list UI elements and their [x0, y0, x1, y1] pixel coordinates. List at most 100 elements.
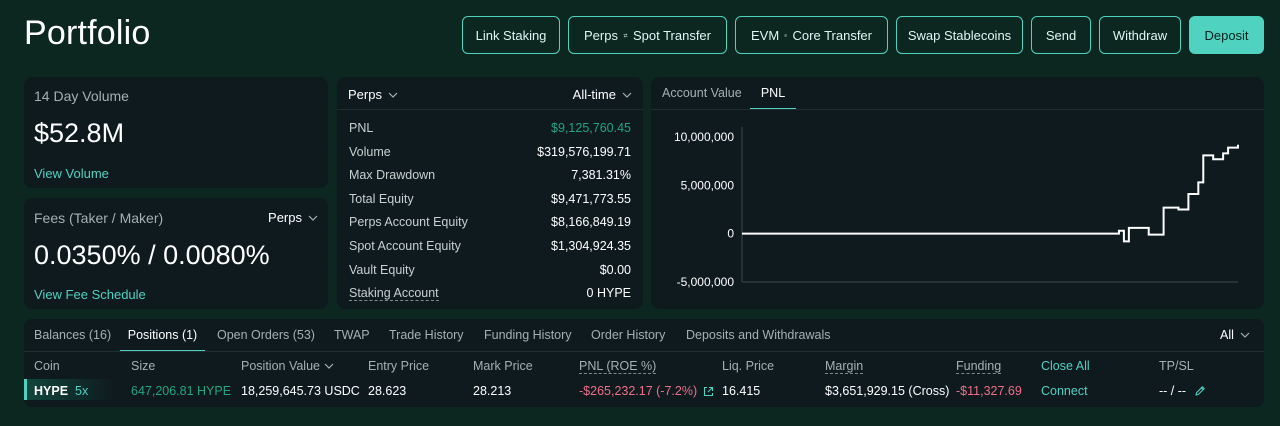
stat-row-vault-equity: Vault Equity $0.00	[349, 260, 631, 280]
stat-value: $8,166,849.19	[551, 215, 631, 229]
col-position-value[interactable]: Position Value	[241, 359, 334, 373]
stats-market-value: Perps	[348, 87, 382, 102]
stat-row-perps-equity: Perps Account Equity $8,166,849.19	[349, 212, 631, 232]
spot-transfer-label: Spot Transfer	[632, 27, 711, 43]
stat-label: Staking Account	[349, 285, 439, 301]
tab-pnl[interactable]: PNL	[750, 77, 796, 109]
col-margin: Margin	[825, 359, 864, 374]
chevron-down-icon	[388, 92, 398, 98]
col-size: Size	[131, 359, 156, 373]
stats-range-dropdown[interactable]: All-time	[573, 87, 632, 102]
evm-core-transfer-button[interactable]: EVM Core Transfer	[735, 16, 888, 54]
swap-stablecoins-button[interactable]: Swap Stablecoins	[896, 16, 1023, 54]
view-volume-link[interactable]: View Volume	[34, 166, 109, 181]
view-fee-schedule-link[interactable]: View Fee Schedule	[34, 287, 146, 302]
stat-row-spot-equity: Spot Account Equity $1,304,924.35	[349, 236, 631, 256]
chart-card: Account Value PNL 10,000,000 5,000,000 0 -5…	[651, 77, 1264, 309]
connect-button[interactable]: Connect	[1041, 384, 1088, 398]
col-liq-price: Liq. Price	[722, 359, 775, 373]
stat-label: Spot Account Equity	[349, 239, 461, 253]
col-tpsl: TP/SL	[1159, 359, 1194, 373]
stat-value: $9,471,773.55	[551, 192, 631, 206]
stat-value: $319,576,199.71	[537, 145, 631, 159]
pnl-chart: 10,000,000 5,000,000 0 -5,000,000	[674, 127, 1239, 289]
stat-value: $1,304,924.35	[551, 239, 631, 253]
tab-open-orders[interactable]: Open Orders (53)	[217, 328, 315, 342]
volume-label: 14 Day Volume	[34, 88, 129, 104]
fees-market-value: Perps	[268, 210, 302, 225]
volume-card: 14 Day Volume $52.8M View Volume	[24, 77, 328, 188]
entry-price-cell: 28.623	[368, 384, 407, 398]
tpsl-value: -- / --	[1159, 384, 1187, 398]
fees-card: Fees (Taker / Maker) Perps 0.0350% / 0.0…	[24, 198, 328, 309]
leverage-badge: 5x	[75, 384, 89, 398]
tab-account-value[interactable]: Account Value	[662, 86, 742, 100]
pnl-value: -$265,232.17 (-7.2%)	[579, 384, 698, 398]
y-tick-label: 5,000,000	[681, 178, 735, 192]
stats-divider	[337, 109, 643, 110]
stat-label: Total Equity	[349, 192, 414, 206]
coin-highlight	[24, 379, 114, 400]
volume-value: $52.8M	[34, 118, 125, 148]
action-bar: Link Staking Perps Spot Transfer EVM Cor…	[462, 16, 1264, 54]
page-title: Portfolio	[24, 14, 151, 52]
withdraw-button[interactable]: Withdraw	[1099, 16, 1181, 54]
chevron-down-icon	[622, 92, 632, 98]
stat-row-total-equity: Total Equity $9,471,773.55	[349, 189, 631, 209]
col-mark-price: Mark Price	[473, 359, 533, 373]
stat-row-staking-account: Staking Account 0 HYPE	[349, 283, 631, 303]
perps-label: Perps	[584, 27, 618, 43]
stat-value: $0.00	[599, 263, 631, 277]
tab-balances[interactable]: Balances (16)	[34, 328, 112, 342]
stat-value: 0 HYPE	[586, 286, 631, 300]
link-staking-button[interactable]: Link Staking	[462, 16, 560, 54]
perps-spot-transfer-button[interactable]: Perps Spot Transfer	[568, 16, 727, 54]
swap-stablecoins-label: Swap Stablecoins	[907, 27, 1012, 43]
coin-cell[interactable]: HYPE 5x	[34, 381, 88, 401]
y-tick-label: 0	[727, 227, 734, 241]
positions-filter-dropdown[interactable]: All	[1220, 319, 1250, 351]
size-cell: 647,206.81 HYPE	[131, 384, 232, 398]
mark-price-cell: 28.213	[473, 384, 512, 398]
pencil-icon[interactable]	[1194, 385, 1206, 397]
col-funding: Funding	[956, 359, 1002, 374]
pnl-cell: -$265,232.17 (-7.2%)	[579, 381, 714, 401]
tab-trade-history[interactable]: Trade History	[389, 328, 464, 342]
margin-cell: $3,651,929.15 (Cross)	[825, 384, 950, 398]
stat-row-volume: Volume $319,576,199.71	[349, 142, 631, 162]
stat-value: $9,125,760.45	[551, 121, 631, 135]
link-staking-label: Link Staking	[475, 27, 547, 43]
deposit-label: Deposit	[1204, 27, 1249, 43]
col-pnl: PNL (ROE %)	[579, 359, 657, 374]
stat-row-max-drawdown: Max Drawdown 7,381.31%	[349, 165, 631, 185]
col-position-value-label: Position Value	[241, 359, 320, 373]
stats-range-value: All-time	[572, 87, 616, 102]
stat-label: PNL	[349, 121, 374, 135]
swap-arrows-icon	[623, 32, 628, 38]
core-transfer-label: Core Transfer	[792, 27, 872, 43]
tab-twap[interactable]: TWAP	[334, 328, 370, 342]
close-all-button[interactable]: Close All	[1041, 359, 1090, 373]
col-entry-price: Entry Price	[368, 359, 430, 373]
stat-label: Max Drawdown	[349, 168, 436, 182]
deposit-button[interactable]: Deposit	[1189, 16, 1264, 54]
sort-desc-icon	[324, 363, 334, 369]
send-label: Send	[1045, 27, 1077, 43]
tab-order-history[interactable]: Order History	[591, 328, 666, 342]
tab-deposits-withdrawals[interactable]: Deposits and Withdrawals	[686, 328, 831, 342]
stat-value: 7,381.31%	[571, 168, 631, 182]
stat-label: Vault Equity	[349, 263, 415, 277]
tab-positions[interactable]: Positions (1)	[120, 319, 205, 351]
tab-funding-history[interactable]: Funding History	[484, 328, 572, 342]
withdraw-label: Withdraw	[1112, 27, 1168, 43]
position-value-cell: 18,259,645.73 USDC	[241, 384, 360, 398]
stat-label: Volume	[349, 145, 391, 159]
liq-price-cell: 16.415	[722, 384, 761, 398]
share-icon[interactable]	[703, 386, 714, 397]
stats-market-dropdown[interactable]: Perps	[348, 87, 398, 102]
positions-filter-value: All	[1220, 328, 1234, 342]
positions-panel: Balances (16) Positions (1) Open Orders …	[24, 319, 1264, 407]
send-button[interactable]: Send	[1031, 16, 1091, 54]
fees-market-dropdown[interactable]: Perps	[268, 210, 318, 225]
swap-arrows-icon	[784, 33, 788, 37]
